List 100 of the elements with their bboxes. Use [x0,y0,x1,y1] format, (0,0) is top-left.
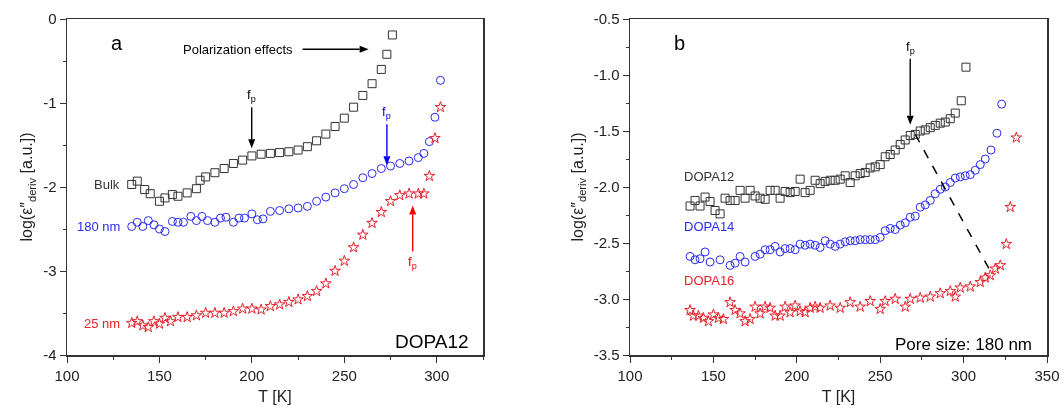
point [705,197,715,207]
point [879,295,892,307]
point [954,281,967,293]
point [349,179,359,189]
point [795,174,805,184]
point [864,295,877,307]
series-label: 25 nm [84,316,121,331]
point [717,313,730,325]
point [710,206,720,216]
y-tick-label: -3.0 [593,290,620,308]
point [125,316,138,329]
point [186,211,196,221]
point [218,306,230,319]
point [172,311,184,323]
point [684,304,696,316]
point [845,178,855,188]
point [729,304,741,316]
point [695,254,705,264]
point [687,309,700,321]
y-tick-label: -1.0 [593,66,620,84]
point [724,296,736,308]
point [236,302,249,314]
point [840,237,850,247]
point [934,287,947,299]
point [840,171,850,181]
annotation: Pore size: 180 nm [895,335,1033,354]
series-label: 180 nm [77,219,121,234]
point [900,218,910,228]
point [825,239,835,249]
point [284,147,294,157]
point [393,189,406,201]
annotation: Polarization effects [183,42,294,57]
point [190,309,203,321]
point [181,311,194,323]
point [273,298,286,310]
point [920,200,930,210]
point [744,313,756,325]
annotation: f$_{p}$ [247,87,256,104]
point [252,215,262,225]
point [685,201,695,211]
point [820,236,830,246]
point [784,306,796,318]
series-label: Bulk [94,177,120,192]
point [785,244,795,254]
point [845,236,855,246]
point [246,302,258,314]
point [138,221,148,231]
point [700,247,710,257]
point [136,319,149,331]
point [914,291,927,303]
x-tick-label: 300 [424,366,450,384]
point [367,169,377,179]
point [875,160,885,170]
point [349,102,359,112]
point [132,217,142,227]
point [769,309,781,321]
point [145,189,155,199]
point [264,300,277,312]
point [810,175,820,185]
point [945,178,955,188]
annotation: f$_{p}$ [382,104,391,121]
point [735,185,745,195]
point [992,128,1002,138]
point [358,90,368,100]
point [725,260,735,270]
point [775,247,785,257]
point [915,202,925,212]
point [356,228,369,240]
point [424,137,434,147]
point [920,125,930,135]
point [239,213,249,223]
point [890,225,900,235]
point [725,195,735,205]
point [195,175,205,185]
point [950,108,960,118]
point [815,242,825,252]
point [750,191,760,201]
point [412,187,425,199]
point [794,305,806,317]
series-label: DOPA16 [684,273,735,288]
point [875,232,885,242]
y-tick-label: -0.5 [593,10,620,28]
point [844,296,857,308]
point [925,195,935,205]
point [997,99,1007,109]
x-tick-label: 250 [867,366,893,384]
point [275,148,285,158]
point [201,172,211,182]
point [215,213,225,223]
point [258,214,268,224]
point [740,257,750,267]
point [870,235,880,245]
point [905,212,915,222]
point [789,299,801,311]
point [366,217,378,229]
point [329,264,341,277]
point [690,195,700,205]
point [949,290,962,302]
point [760,194,770,204]
y-tick-label: 0 [48,10,57,28]
